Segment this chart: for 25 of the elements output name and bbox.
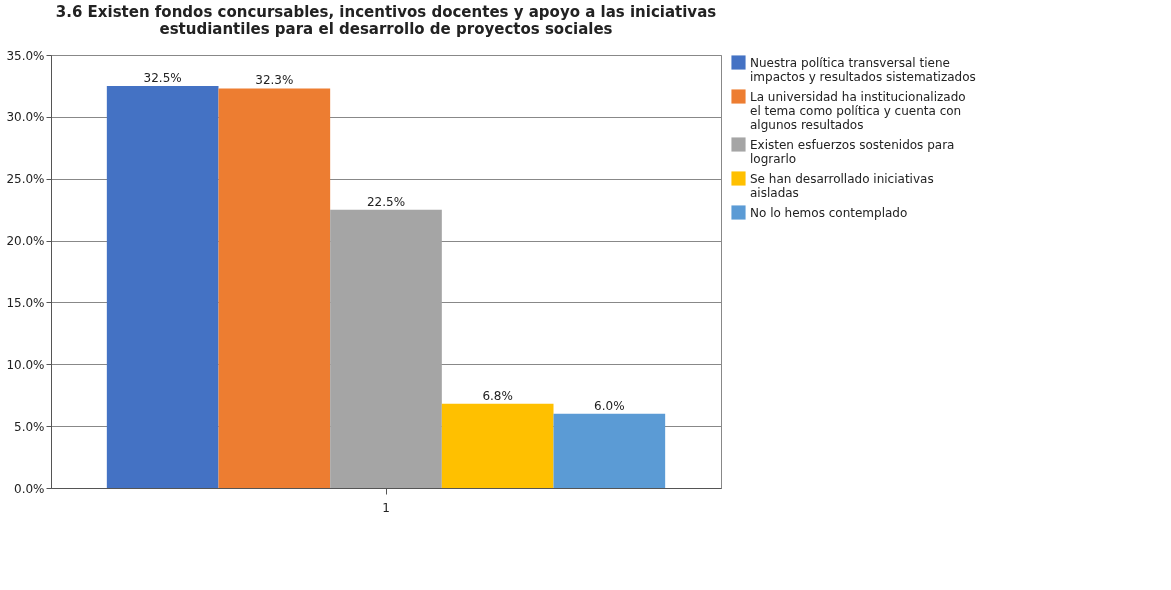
y-tick-label: 10.0%	[6, 357, 45, 372]
chart-title: 3.6 Existen fondos concursables, incentivos docentes y apoyo a las iniciativas estudiantiles para el desarrollo de proyectos sociales	[55, 3, 717, 38]
bar	[441, 403, 554, 488]
legend-label: La universidad ha institucionalizado el tema como política y cuenta con algunos resultados	[750, 89, 966, 132]
data-label: 32.5%	[143, 70, 182, 85]
x-tick-label: 1	[382, 500, 390, 515]
data-label: 6.8%	[482, 388, 513, 403]
y-tick-label: 25.0%	[6, 172, 45, 187]
bar	[330, 209, 442, 488]
y-tick-label: 5.0%	[14, 419, 45, 434]
data-label: 32.3%	[255, 73, 294, 88]
legend-label: Nuestra política transversal tiene impactos y resultados sistematizados	[750, 55, 976, 84]
data-label: 22.5%	[366, 194, 406, 209]
y-tick-label: 0.0%	[14, 481, 45, 496]
bar	[218, 88, 331, 488]
legend-label: Existen esfuerzos sostenidos para lograrlo	[750, 137, 955, 166]
y-tick-label: 35.0%	[6, 48, 45, 63]
bar	[106, 85, 219, 488]
y-tick-label: 20.0%	[6, 234, 45, 249]
legend-label: No lo hemos contemplado	[750, 205, 908, 220]
y-tick-label: 30.0%	[6, 110, 45, 125]
bar	[553, 413, 666, 488]
data-label: 6.0%	[594, 398, 625, 413]
legend-label: Se han desarrollado iniciativas aisladas	[750, 171, 934, 200]
y-tick-label: 15.0%	[6, 295, 45, 310]
